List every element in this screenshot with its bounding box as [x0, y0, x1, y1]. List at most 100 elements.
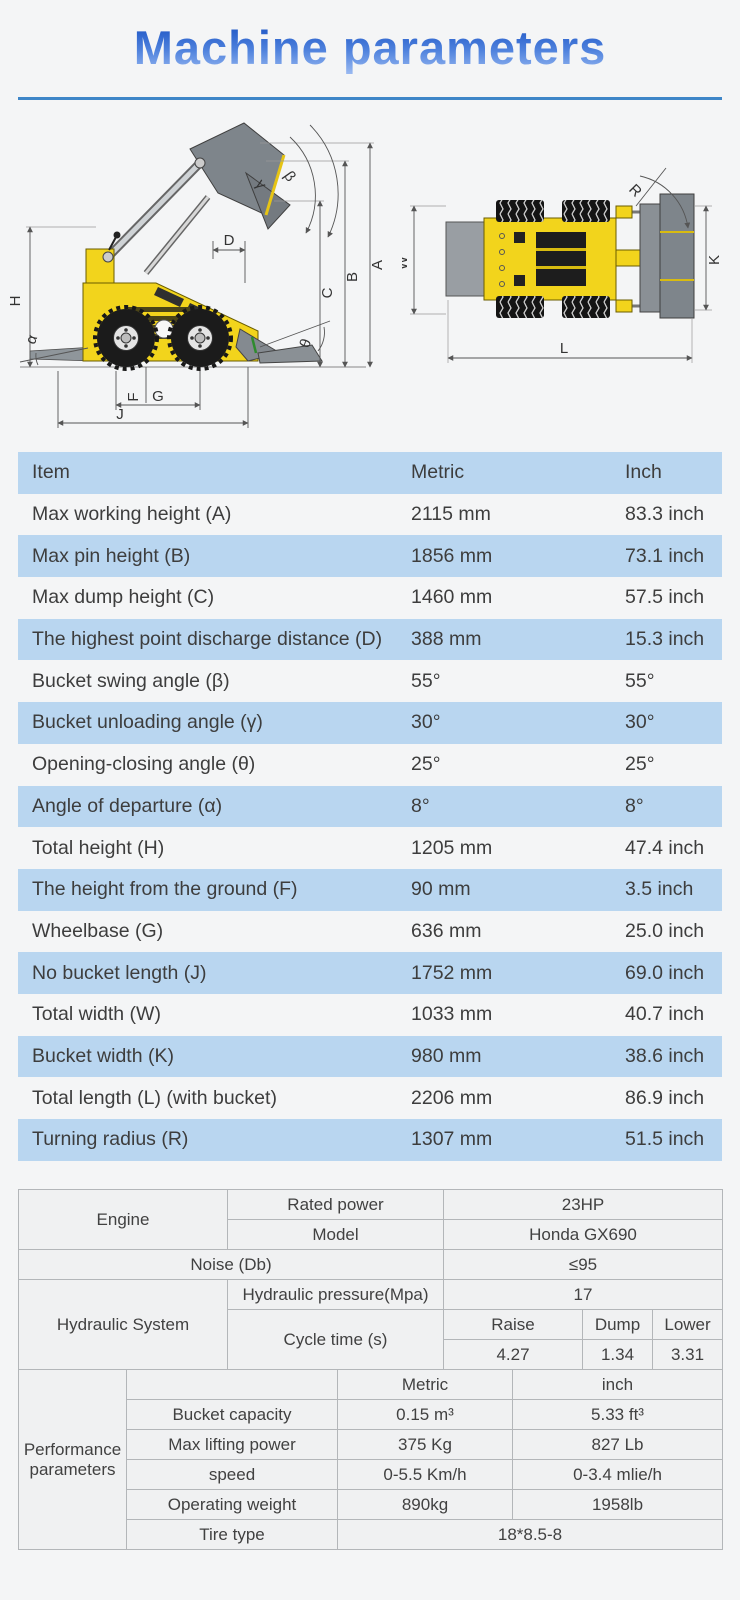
bucket-capacity-inch: 5.33 ft³	[512, 1399, 723, 1430]
spec-table-body: Max working height (A) 2115 mm 83.3 inch Ma…	[18, 494, 722, 1161]
table-row: Max lifting power 375 Kg 827 Lb	[19, 1429, 723, 1460]
table-row: Cycle time (s) Raise Dump Lower	[19, 1309, 724, 1370]
table-row: Hydraulic System Hydraulic pressure(Mpa)…	[18, 1279, 724, 1370]
perf-inch-header: inch	[512, 1369, 723, 1400]
spec-cell: 1205 mm	[411, 836, 493, 859]
max-lifting-power-label: Max lifting power	[126, 1429, 338, 1460]
spec-cell: 55°	[625, 669, 655, 692]
spec-cell: Bucket swing angle (β)	[32, 669, 230, 692]
table-row: Operating weight 890kg 1958lb	[19, 1489, 723, 1520]
performance-group-cell: Performance parameters	[18, 1369, 127, 1550]
spec-cell: The height from the ground (F)	[32, 878, 298, 901]
side-view-machine-illustration	[20, 122, 366, 371]
spec-cell: 8°	[625, 794, 644, 817]
dim-label-f: F	[125, 392, 142, 401]
speed-metric: 0-5.5 Km/h	[337, 1459, 513, 1490]
spec-header-row: Item Metric Inch	[18, 452, 722, 494]
max-lifting-power-metric: 375 Kg	[337, 1429, 513, 1460]
dim-label-beta: β	[280, 168, 299, 185]
spec-cell: 1307 mm	[411, 1128, 493, 1151]
spec-cell: 388 mm	[411, 628, 482, 651]
dim-label-g: G	[152, 388, 164, 405]
performance-table: Performance parameters Metric inch Bucke…	[18, 1369, 723, 1550]
perf-metric-header: Metric	[337, 1369, 513, 1400]
spec-cell: Max dump height (C)	[32, 586, 215, 609]
spec-cell: Turning radius (R)	[32, 1128, 189, 1151]
dim-label-h: H	[8, 296, 24, 307]
spec-header-inch: Inch	[625, 461, 662, 484]
spec-cell: Max working height (A)	[32, 503, 232, 526]
top-view-machine-illustration	[445, 193, 695, 319]
cycle-dump-value: 1.34	[582, 1339, 653, 1370]
spec-cell: 980 mm	[411, 1044, 482, 1067]
spec-cell: Wheelbase (G)	[32, 919, 164, 942]
spec-row: Opening-closing angle (θ) 25° 25°	[18, 744, 722, 786]
operating-weight-metric: 890kg	[337, 1489, 513, 1520]
speed-inch: 0-3.4 mlie/h	[512, 1459, 723, 1490]
spec-cell: 86.9 inch	[625, 1086, 705, 1109]
spec-cell: No bucket length (J)	[32, 961, 207, 984]
hydraulic-group-cell: Hydraulic System	[18, 1279, 228, 1370]
pressure-value-cell: 17	[442, 1279, 724, 1310]
side-view-diagram: A B C H D F G J α β γ θ	[8, 122, 386, 428]
table-row: Performance parameters Metric inch	[18, 1369, 723, 1550]
spec-row: Wheelbase (G) 636 mm 25.0 inch	[18, 911, 722, 953]
spec-cell: 1460 mm	[411, 586, 493, 609]
cycle-lower-header: Lower	[651, 1309, 724, 1340]
spec-row: Bucket unloading angle (γ) 30° 30°	[18, 702, 722, 744]
spec-cell: 636 mm	[411, 919, 482, 942]
table-row: Tire type 18*8.5-8	[19, 1519, 723, 1550]
table-row: Engine Rated power 23HP	[18, 1189, 724, 1250]
cycle-lower-value: 3.31	[651, 1339, 724, 1370]
dim-label-w: W	[402, 255, 411, 270]
spec-cell: 51.5 inch	[625, 1128, 705, 1151]
spec-cell: 1033 mm	[411, 1003, 493, 1026]
spec-cell: Opening-closing angle (θ)	[32, 753, 256, 776]
spec-cell: Bucket width (K)	[32, 1044, 174, 1067]
detail-tables: Engine Rated power 23HP Model Honda GX69…	[18, 1189, 724, 1550]
cycle-dump-header: Dump	[582, 1309, 653, 1340]
page-title: Machine parameters	[0, 20, 740, 75]
spec-cell: The highest point discharge distance (D)	[32, 628, 383, 651]
perf-spacer-cell	[126, 1369, 338, 1400]
spec-row: Angle of departure (α) 8° 8°	[18, 785, 722, 828]
table-row: Bucket capacity 0.15 m³ 5.33 ft³	[19, 1399, 723, 1430]
spec-cell: 8°	[411, 794, 430, 817]
rated-power-label-cell: Rated power	[227, 1189, 444, 1220]
dim-label-c: C	[319, 287, 336, 298]
spec-header-metric: Metric	[411, 461, 465, 484]
spec-table: Item Metric Inch Max working height (A) 2…	[18, 452, 722, 1161]
dim-label-d: D	[224, 232, 235, 249]
spec-cell: Total length (L) (with bucket)	[32, 1086, 277, 1109]
spec-cell: 1856 mm	[411, 544, 493, 567]
spec-row: Max dump height (C) 1460 mm 57.5 inch	[18, 577, 722, 619]
pressure-label-cell: Hydraulic pressure(Mpa)	[227, 1279, 444, 1310]
spec-row: Bucket width (K) 980 mm 38.6 inch	[18, 1035, 722, 1078]
spec-cell: 55°	[411, 669, 441, 692]
model-label-cell: Model	[227, 1219, 444, 1250]
spec-cell: 15.3 inch	[625, 628, 705, 651]
model-value-cell: Honda GX690	[442, 1219, 724, 1250]
table-row: Noise (Db) ≤95	[18, 1249, 724, 1280]
spec-cell: 90 mm	[411, 878, 471, 901]
tire-type-value: 18*8.5-8	[337, 1519, 723, 1550]
cycle-raise-value: 4.27	[443, 1339, 583, 1370]
spec-cell: Bucket unloading angle (γ)	[32, 711, 263, 734]
spec-row: Total height (H) 1205 mm 47.4 inch	[18, 827, 722, 869]
top-view-diagram: W K L R	[402, 167, 723, 363]
tire-type-label: Tire type	[126, 1519, 338, 1550]
spec-cell: 47.4 inch	[625, 836, 705, 859]
dim-label-alpha: α	[22, 332, 41, 346]
spec-cell: 2115 mm	[411, 503, 491, 526]
spec-cell: Total width (W)	[32, 1003, 161, 1026]
operating-weight-label: Operating weight	[126, 1489, 338, 1520]
spec-cell: 30°	[411, 711, 441, 734]
dim-label-a: A	[369, 260, 386, 270]
spec-cell: 25°	[625, 753, 655, 776]
spec-cell: 57.5 inch	[625, 586, 705, 609]
operating-weight-inch: 1958lb	[512, 1489, 723, 1520]
max-lifting-power-inch: 827 Lb	[512, 1429, 723, 1460]
spec-row: The highest point discharge distance (D)…	[18, 618, 722, 661]
spec-row: No bucket length (J) 1752 mm 69.0 inch	[18, 952, 722, 994]
